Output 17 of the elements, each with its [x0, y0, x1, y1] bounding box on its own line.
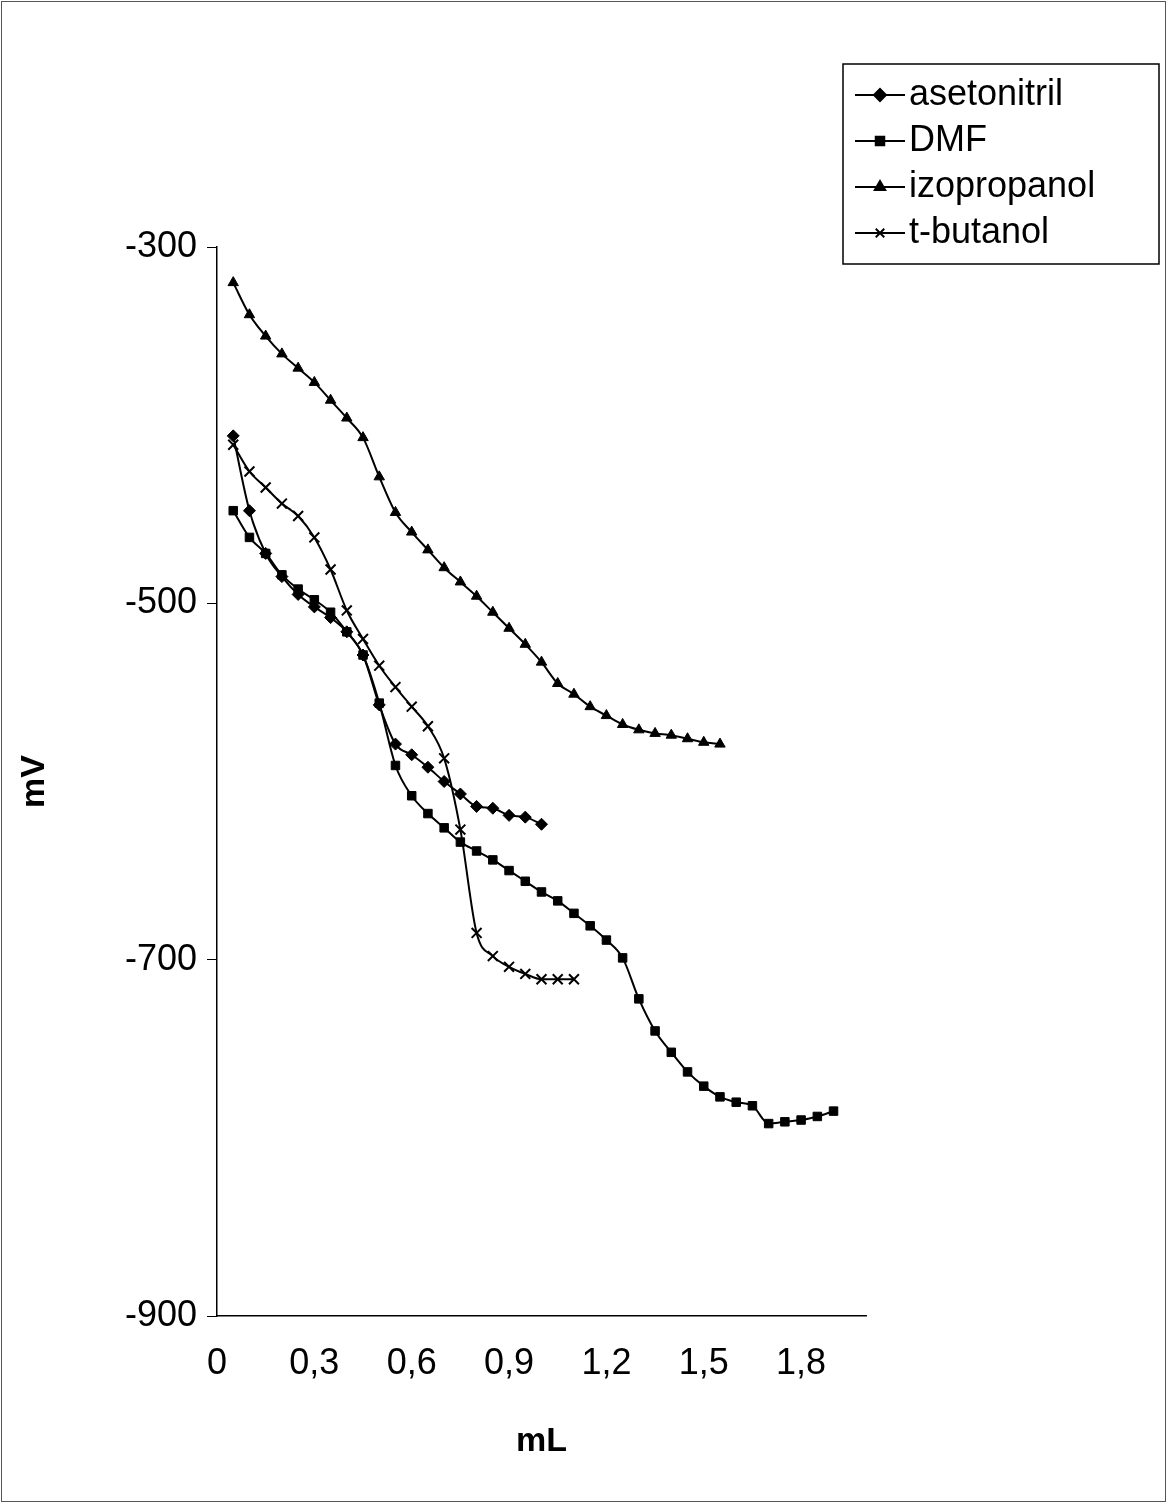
legend-label: DMF	[909, 117, 987, 159]
legend-label: t-butanol	[909, 209, 1050, 251]
x-tick-label: 0,3	[289, 1340, 340, 1382]
y-tick-label: -300	[124, 223, 197, 265]
y-tick-label: -700	[124, 936, 197, 978]
x-tick-label: 0,6	[386, 1340, 437, 1382]
x-tick-label: 1,8	[776, 1340, 827, 1382]
x-tick-label: 1,2	[581, 1340, 632, 1382]
x-axis-title: mL	[516, 1419, 567, 1458]
legend-label: izopropanol	[909, 163, 1096, 205]
x-tick-label: 1,5	[678, 1340, 729, 1382]
x-tick-label: 0	[206, 1340, 228, 1382]
y-axis-title: mV	[12, 754, 51, 808]
y-tick-label: -900	[124, 1292, 197, 1334]
y-tick-label: -500	[124, 580, 197, 622]
x-tick-label: 0,9	[484, 1340, 535, 1382]
legend-label: asetonitril	[909, 71, 1064, 113]
